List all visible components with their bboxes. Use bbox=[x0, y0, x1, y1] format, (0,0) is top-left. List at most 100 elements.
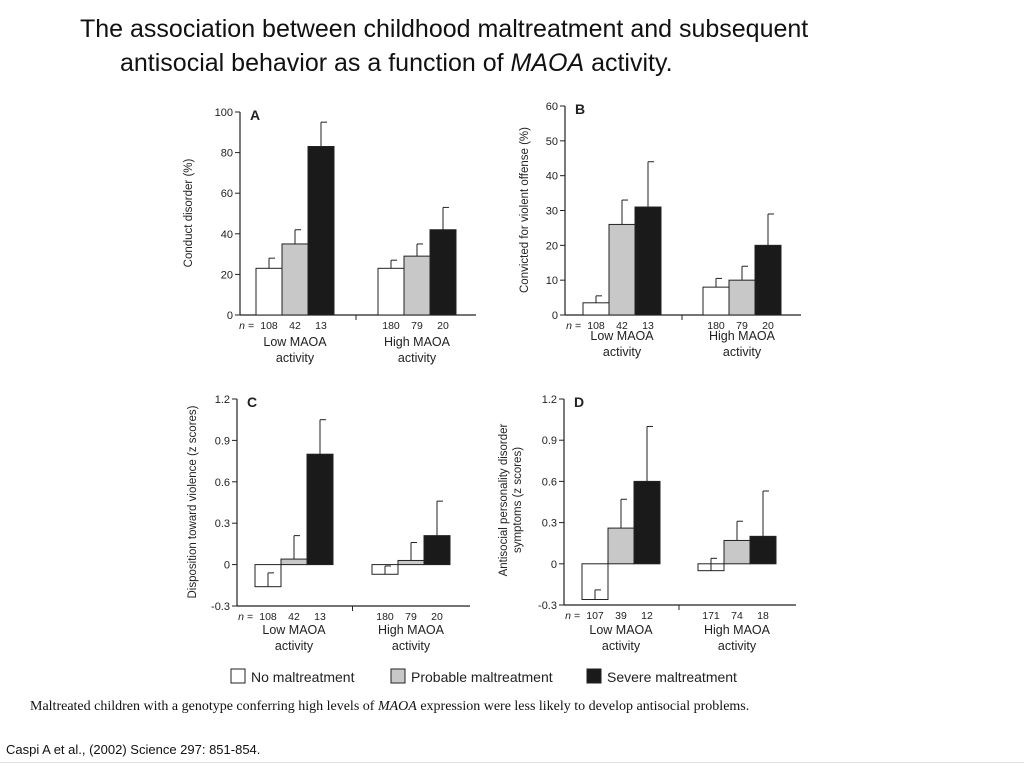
n-label: 171 bbox=[702, 610, 720, 622]
figure-caption: Maltreated children with a genotype conf… bbox=[30, 699, 1010, 715]
y-tick-label: 20 bbox=[221, 269, 233, 281]
title-gene-name: MAOA bbox=[510, 49, 585, 77]
chart-panel-d: -0.3 0 0.3 0.6 0.9 1.2 D Antisocial personality… bbox=[498, 394, 796, 653]
category-label-line1: High MAOA bbox=[709, 329, 776, 343]
chart-panel-b: 0 10 20 30 40 50 60 B Convicted for violent offe… bbox=[519, 101, 801, 359]
category-label-line2: activity bbox=[276, 351, 315, 365]
y-tick-label: 0 bbox=[227, 310, 233, 322]
y-axis-label: Disposition toward violence (z scores) bbox=[187, 405, 199, 598]
y-axis-label: symptoms (z scores) bbox=[512, 447, 524, 553]
n-label: 39 bbox=[615, 610, 627, 622]
caption-text-end: expression were less likely to develop a… bbox=[416, 699, 750, 714]
bar bbox=[607, 527, 635, 565]
n-label: 13 bbox=[314, 611, 326, 623]
bar bbox=[754, 244, 782, 316]
n-prefix: n = bbox=[565, 610, 580, 622]
legend-swatch bbox=[390, 668, 406, 684]
legend-swatch bbox=[230, 668, 246, 684]
panel-letter: C bbox=[247, 394, 257, 410]
bar bbox=[633, 480, 661, 565]
title-line-1: The association between childhood maltre… bbox=[80, 15, 809, 43]
n-label: 79 bbox=[411, 320, 423, 332]
bar bbox=[403, 255, 431, 316]
chart-panel-a: 0 20 40 60 80 100 A Conduct disorder (%) 108 180 4… bbox=[183, 107, 476, 365]
y-tick-label: 0.9 bbox=[215, 435, 230, 447]
y-tick-label: 60 bbox=[546, 101, 558, 113]
y-tick-label: 10 bbox=[546, 275, 558, 287]
y-tick-label: 0 bbox=[224, 560, 230, 572]
category-label-line2: activity bbox=[398, 351, 437, 365]
legend-label: No maltreatment bbox=[251, 669, 355, 685]
category-label-line2: activity bbox=[392, 639, 431, 653]
category-label-line1: High MAOA bbox=[384, 335, 451, 349]
category-label-line2: activity bbox=[718, 639, 757, 653]
bar bbox=[728, 279, 756, 316]
bar bbox=[429, 229, 457, 316]
bar bbox=[749, 535, 777, 565]
n-label: 74 bbox=[731, 610, 743, 622]
y-tick-label: 30 bbox=[546, 206, 558, 218]
citation: Caspi A et al., (2002) Science 297: 851-… bbox=[6, 742, 261, 757]
category-label-line1: High MAOA bbox=[704, 623, 771, 637]
title-line-2: antisocial behavior as a function of MAO… bbox=[80, 46, 980, 80]
y-axis-label: Convicted for violent offense (%) bbox=[519, 127, 531, 293]
y-axis-label: Antisocial personality disorder bbox=[498, 423, 510, 576]
n-label: 42 bbox=[288, 611, 300, 623]
n-label: 180 bbox=[707, 320, 725, 332]
bar bbox=[307, 146, 335, 316]
bar bbox=[423, 535, 451, 566]
caption-text: Maltreated children with a genotype conf… bbox=[30, 699, 378, 714]
bar bbox=[397, 559, 425, 566]
n-label: 13 bbox=[315, 320, 327, 332]
n-label: 18 bbox=[757, 610, 769, 622]
legend-label: Probable maltreatment bbox=[411, 669, 553, 685]
y-axis-label: Conduct disorder (%) bbox=[183, 159, 195, 268]
legend: No maltreatment Probable maltreatment Seve… bbox=[230, 668, 737, 685]
n-label: 20 bbox=[437, 320, 449, 332]
panel-letter: B bbox=[575, 101, 585, 117]
n-label: 79 bbox=[405, 611, 417, 623]
n-label: 42 bbox=[616, 320, 628, 332]
n-label: 20 bbox=[762, 320, 774, 332]
caption-gene-name: MAOA bbox=[377, 699, 417, 714]
bar bbox=[280, 558, 308, 566]
y-tick-label: 0.6 bbox=[215, 477, 230, 489]
category-label-line2: activity bbox=[723, 345, 762, 359]
n-label: 42 bbox=[289, 320, 301, 332]
y-tick-label: 0.3 bbox=[215, 518, 230, 530]
category-label-line1: Low MAOA bbox=[262, 623, 326, 637]
y-tick-label: 0 bbox=[552, 310, 558, 322]
y-tick-label: -0.3 bbox=[211, 601, 230, 613]
y-tick-label: 0.9 bbox=[542, 435, 557, 447]
y-tick-label: 0.6 bbox=[542, 476, 557, 488]
n-label: 20 bbox=[431, 611, 443, 623]
title-line-2-text: antisocial behavior as a function of bbox=[120, 49, 511, 77]
n-label: 108 bbox=[259, 611, 277, 623]
y-tick-label: 100 bbox=[215, 107, 233, 119]
chart-panel-c: -0.3 0 0.3 0.6 0.9 1.2 C Disposition toward vio… bbox=[187, 394, 470, 653]
title-line-2-end: activity. bbox=[584, 49, 673, 77]
n-label: 107 bbox=[586, 610, 604, 622]
bar bbox=[377, 267, 405, 316]
bar bbox=[582, 302, 610, 316]
bar bbox=[723, 539, 751, 565]
category-label-line1: Low MAOA bbox=[263, 335, 327, 349]
y-tick-label: 1.2 bbox=[215, 394, 230, 406]
legend-label: Severe maltreatment bbox=[607, 669, 737, 685]
y-tick-label: 20 bbox=[546, 240, 558, 252]
bar bbox=[306, 453, 334, 566]
n-prefix: n = bbox=[566, 320, 581, 332]
category-label-line1: Low MAOA bbox=[589, 623, 653, 637]
slide-title: The association between childhood maltre… bbox=[80, 12, 980, 80]
y-tick-label: 50 bbox=[546, 136, 558, 148]
y-tick-label: 60 bbox=[221, 188, 233, 200]
category-label-line1: High MAOA bbox=[378, 623, 445, 637]
n-label: 180 bbox=[382, 320, 400, 332]
n-label: 108 bbox=[260, 320, 278, 332]
bar bbox=[702, 286, 730, 316]
y-tick-label: 80 bbox=[221, 148, 233, 160]
y-tick-label: -0.3 bbox=[538, 600, 557, 612]
y-tick-label: 0 bbox=[551, 559, 557, 571]
n-prefix: n = bbox=[238, 611, 253, 623]
y-tick-label: 40 bbox=[221, 229, 233, 241]
